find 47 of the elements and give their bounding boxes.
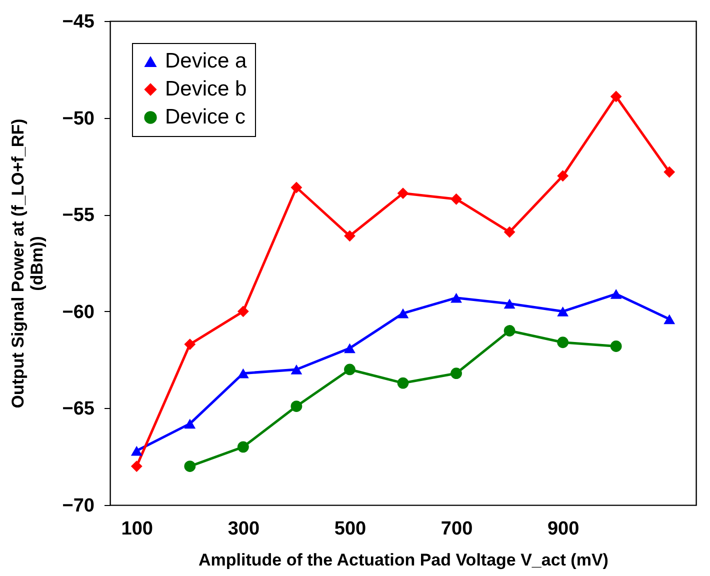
point [450,292,462,303]
y-tick-label: −50 [62,108,94,130]
point [504,226,516,238]
point [130,460,142,472]
point [450,193,462,205]
point [397,188,409,200]
point [184,460,196,472]
point [610,340,622,352]
point [237,306,249,318]
x-tick-label: 500 [334,518,366,540]
point [237,368,249,378]
point [664,166,676,178]
point [184,338,196,350]
y-tick-label: −45 [62,12,95,32]
point [504,298,516,309]
point [557,170,569,182]
point [290,364,302,374]
legend-label: Device a [165,50,248,72]
x-tick-label: 100 [121,518,153,540]
point [450,368,462,380]
point [290,400,302,412]
point [610,289,622,299]
y-tick-label: −65 [62,398,95,420]
y-tick-label: −60 [62,302,94,323]
x-tick-label: 300 [228,518,260,540]
point [397,377,409,389]
legend-label: Device c [165,106,246,128]
point [130,446,142,456]
point [344,343,356,354]
point [397,308,409,318]
point [237,441,249,453]
point [504,325,516,336]
point [290,182,302,194]
y-axis-title: Output Signal Power at (f_LO+f_RF) (dBm)) [8,118,46,408]
x-tick-label: 700 [440,518,473,540]
point [184,418,196,429]
x-tick-label: 900 [547,518,580,540]
point [344,364,356,376]
point [664,314,676,324]
x-axis-title: Amplitude of the Actuation Pad Voltage V_act (mV) [198,550,608,570]
point [557,306,569,316]
point [610,90,622,102]
point [557,336,569,348]
y-tick-label: −70 [62,496,94,516]
legend-label: Device b [165,78,247,100]
point [344,230,356,242]
y-tick-label: −55 [62,205,95,226]
